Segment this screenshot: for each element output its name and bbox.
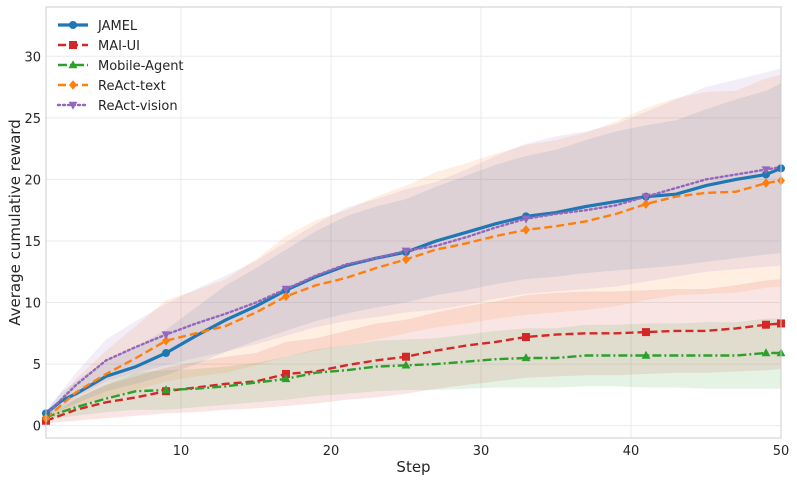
- plot-frame: [45, 6, 782, 439]
- x-tick-label: 50: [773, 444, 790, 459]
- series-marker: [762, 320, 770, 329]
- series-marker: [68, 101, 78, 110]
- y-tick-label: 20: [24, 173, 41, 188]
- x-tick-label: 10: [173, 444, 190, 459]
- series-line: [45, 179, 782, 420]
- series-marker: [641, 350, 651, 359]
- series-marker: [522, 333, 530, 342]
- series-marker: [69, 21, 77, 29]
- x-tick-label: 20: [323, 444, 340, 459]
- x-axis-title: Step: [396, 458, 430, 476]
- series-marker: [161, 385, 171, 394]
- series-marker: [762, 170, 770, 179]
- series-marker: [402, 254, 410, 265]
- y-tick-label: 30: [24, 50, 41, 65]
- legend-label: MAI-UI: [98, 39, 140, 54]
- series-line: [45, 351, 781, 419]
- x-tick-label: 30: [473, 444, 490, 459]
- y-tick-label: 15: [24, 235, 41, 250]
- tick-labels: 10 20 30 40 50 0 5 10 15 20 25 30: [24, 50, 789, 459]
- series-marker: [761, 348, 771, 357]
- series-marker: [401, 360, 411, 369]
- legend: JAMEL MAI-UI Mobile-Agent ReAct-text ReAct-v…: [56, 19, 184, 114]
- confidence-band: [46, 318, 781, 420]
- series-marker: [521, 215, 531, 224]
- series-marker: [281, 285, 291, 294]
- series-marker: [162, 349, 170, 358]
- series-marker: [641, 193, 651, 202]
- series-marker: [282, 291, 290, 302]
- legend-label: ReAct-vision: [98, 99, 178, 114]
- series-marker: [69, 41, 77, 49]
- series-marker: [402, 352, 410, 361]
- x-tick-label: 40: [623, 444, 640, 459]
- y-tick-label: 25: [24, 112, 41, 127]
- series-marker: [162, 335, 170, 346]
- series-marker: [761, 166, 771, 175]
- grid: [46, 7, 782, 438]
- series-marker: [281, 374, 291, 383]
- series-markers: [41, 164, 786, 425]
- series-line: [44, 165, 783, 416]
- confidence-band: [46, 279, 781, 424]
- series-marker: [69, 80, 77, 90]
- legend-label: ReAct-text: [98, 79, 166, 94]
- y-tick-label: 0: [33, 420, 41, 435]
- series-marker: [642, 199, 650, 209]
- series-marker: [401, 247, 411, 256]
- series-marker: [161, 331, 171, 340]
- series-marker: [282, 369, 290, 378]
- legend-label: JAMEL: [97, 19, 138, 34]
- series-marker: [521, 353, 531, 362]
- legend-label: Mobile-Agent: [98, 59, 184, 74]
- y-tick-label: 5: [33, 358, 41, 373]
- y-tick-label: 10: [24, 297, 41, 312]
- series-marker: [68, 60, 78, 69]
- series-marker: [522, 225, 530, 235]
- y-axis-title: Average cumulative reward: [6, 119, 24, 325]
- confidence-band: [46, 68, 781, 418]
- series-marker: [642, 328, 650, 337]
- series-marker: [762, 178, 770, 188]
